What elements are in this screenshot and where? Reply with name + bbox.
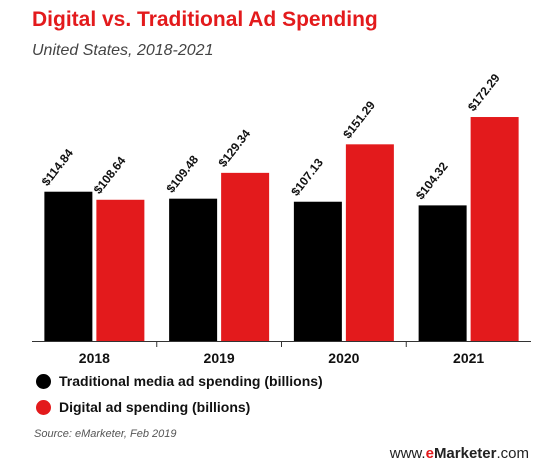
legend-item-traditional: Traditional media ad spending (billions): [36, 368, 323, 394]
data-label-traditional-2018: $114.84: [39, 146, 77, 189]
bar-traditional-2020: [293, 201, 342, 341]
data-label-traditional-2020: $107.13: [288, 156, 326, 199]
watermark-prefix: www.: [389, 445, 426, 462]
legend-label-digital: Digital ad spending (billions): [59, 399, 251, 415]
bar-traditional-2021: [418, 205, 467, 341]
watermark-suffix: .com: [496, 445, 529, 462]
data-label-digital-2019: $129.34: [215, 127, 253, 170]
x-tick-label-2018: 2018: [79, 350, 110, 366]
legend-item-digital: Digital ad spending (billions): [36, 394, 323, 420]
emarketer-watermark: www.eMarketer.com: [390, 445, 529, 462]
legend-swatch-digital: [36, 399, 51, 415]
bar-digital-2020: [345, 144, 394, 341]
data-label-traditional-2021: $104.32: [413, 159, 451, 202]
chart-title: Digital vs. Traditional Ad Spending: [32, 8, 378, 31]
x-tick-label-2021: 2021: [453, 350, 484, 366]
data-label-digital-2020: $151.29: [340, 98, 378, 141]
legend-swatch-traditional: [36, 373, 51, 389]
chart-subtitle: United States, 2018-2021: [32, 42, 214, 59]
bar-traditional-2018: [44, 191, 93, 341]
bar-digital-2018: [96, 199, 145, 341]
data-label-digital-2021: $172.29: [465, 71, 503, 114]
watermark-e: e: [425, 445, 434, 462]
x-tick-label-2019: 2019: [204, 350, 235, 366]
bar-digital-2019: [221, 172, 270, 341]
data-label-traditional-2019: $109.48: [163, 152, 201, 195]
legend-label-traditional: Traditional media ad spending (billions): [59, 373, 323, 389]
source-note: Source: eMarketer, Feb 2019: [34, 428, 177, 440]
bar-chart: $114.84 $108.64 2018 $109.48 $129.34 2019 $107…: [32, 71, 531, 366]
watermark-brand: Marketer: [433, 445, 497, 462]
data-label-digital-2018: $108.64: [91, 154, 129, 197]
x-tick-label-2020: 2020: [328, 350, 359, 366]
legend: Traditional media ad spending (billions)…: [36, 368, 323, 420]
bar-digital-2021: [470, 117, 519, 341]
bar-traditional-2019: [169, 198, 218, 341]
